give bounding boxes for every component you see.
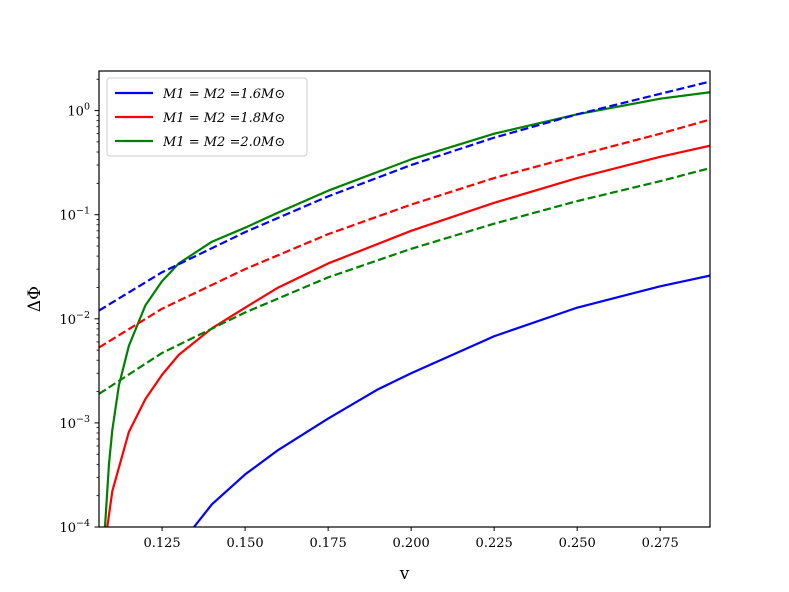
legend-label-m16: M1 = M2 =1.6M⊙ xyxy=(162,87,285,102)
series-line-m16-solid xyxy=(193,274,710,527)
y-tick-label-base: 10 xyxy=(59,521,76,536)
x-tick-label: 0.275 xyxy=(642,536,679,551)
y-tick-label: 10−4 xyxy=(59,518,90,536)
x-tick-label: 0.200 xyxy=(393,536,430,551)
x-tick-label: 0.225 xyxy=(476,536,513,551)
tick-layer: 0.125 0.150 0.175 0.200 0.225 0.250 0.27510−41… xyxy=(59,78,679,551)
y-tick-label: 10−1 xyxy=(59,206,90,224)
y-tick-label-exponent: −3 xyxy=(76,414,90,425)
legend-label-m20: M1 = M2 =2.0M⊙ xyxy=(162,135,285,150)
y-tick-label-exponent: −1 xyxy=(76,206,90,217)
legend-box xyxy=(106,77,308,157)
legend-label-m18: M1 = M2 =1.8M⊙ xyxy=(162,111,285,126)
y-tick-label-base: 10 xyxy=(59,209,76,224)
plot-frame xyxy=(98,70,711,528)
y-tick-label-base: 10 xyxy=(67,105,84,120)
x-axis-label: v xyxy=(399,564,410,584)
series-line-m16-dashed xyxy=(99,80,710,312)
y-tick-label: 100 xyxy=(67,102,90,120)
x-tick-label: 0.175 xyxy=(310,536,347,551)
y-tick-label-base: 10 xyxy=(59,313,76,328)
y-tick-label: 10−3 xyxy=(59,414,90,432)
series-layer xyxy=(99,80,710,527)
y-tick-label-base: 10 xyxy=(59,417,76,432)
y-tick-label: 10−2 xyxy=(59,310,90,328)
legend: M1 = M2 =1.6M⊙ M1 = M2 =1.8M⊙ M1 = M2 =2.0… xyxy=(106,77,308,157)
series-line-m20-dashed xyxy=(99,167,710,395)
y-tick-label-exponent: 0 xyxy=(84,102,90,113)
x-tick-label: 0.250 xyxy=(559,536,596,551)
y-axis-label: ΔΦ xyxy=(25,286,45,312)
series-line-m18-solid xyxy=(106,144,710,527)
series-line-m18-dashed xyxy=(99,118,710,349)
x-tick-label: 0.125 xyxy=(143,536,180,551)
y-tick-label-exponent: −2 xyxy=(76,310,90,321)
y-tick-label-exponent: −4 xyxy=(76,518,90,529)
x-tick-label: 0.150 xyxy=(226,536,263,551)
series-line-m20-solid xyxy=(103,91,710,527)
